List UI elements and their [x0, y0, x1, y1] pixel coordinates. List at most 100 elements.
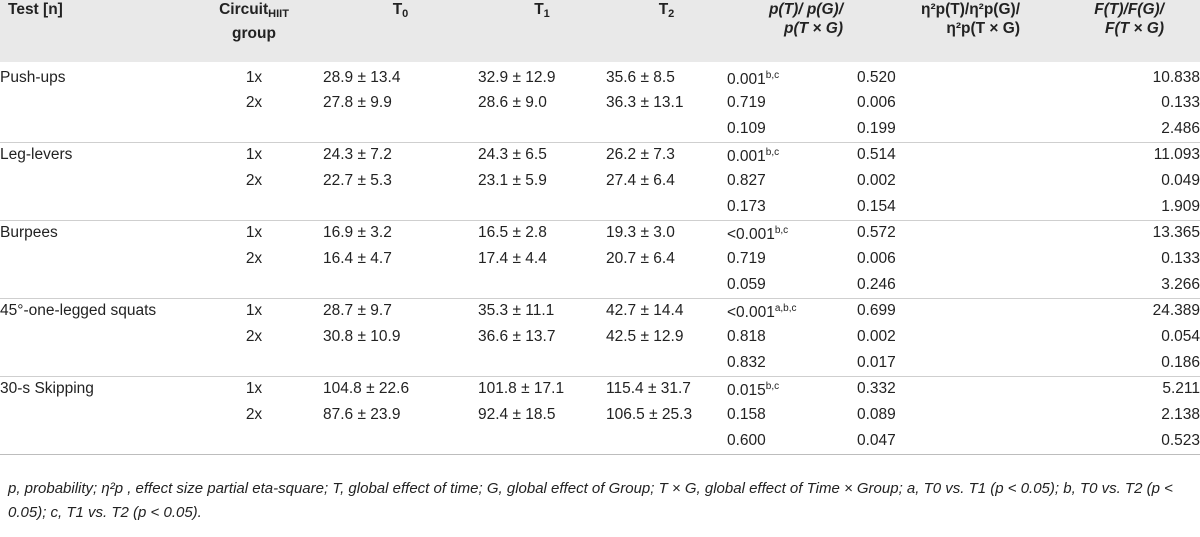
cell-t2: 20.7 ± 6.4 — [606, 250, 675, 267]
p-value-text: 0.015 — [727, 382, 766, 400]
cell-p-value: <0.001a,b,c — [727, 298, 857, 324]
cell-f-value: 0.133 — [1161, 250, 1200, 267]
p-value-text: 0.827 — [727, 172, 766, 189]
cell-circuit-group: 1x — [245, 302, 263, 320]
cell-eta-squared: 0.006 — [857, 250, 896, 267]
cell-circuit-group — [185, 272, 323, 299]
cell-circuit-group: 1x — [245, 146, 263, 164]
p-value-text: 0.109 — [727, 119, 766, 137]
cell-t1 — [478, 350, 606, 377]
table-row: 0.832 0.017 0.186 — [0, 350, 1200, 377]
cell-test-name — [0, 246, 185, 272]
cell-circuit-group: 2x — [245, 250, 263, 267]
cell-circuit-group: 2x — [245, 406, 263, 423]
cell-t2: 26.2 ± 7.3 — [606, 146, 675, 164]
cell-eta-squared: 0.199 — [857, 116, 1034, 143]
cell-p-value: 0.173 — [727, 194, 857, 221]
cell-eta-squared: 0.002 — [857, 172, 896, 189]
header-test: Test [n] — [8, 1, 63, 18]
cell-t2 — [606, 272, 727, 299]
header-t1: T1 — [534, 1, 550, 20]
cell-f-value: 0.049 — [1161, 172, 1200, 189]
cell-t1: 23.1 ± 5.9 — [478, 172, 547, 189]
cell-t2 — [606, 116, 727, 143]
header-circuit-group: CircuitHIIT group — [219, 1, 289, 42]
cell-circuit-group: 2x — [245, 172, 263, 189]
table-row: 0.600 0.047 0.523 — [0, 428, 1200, 455]
table-row: 2x 22.7 ± 5.3 23.1 ± 5.9 27.4 ± 6.4 0.827 0.0… — [0, 168, 1200, 194]
cell-test-name: Leg-levers — [0, 146, 73, 164]
cell-t1: 17.4 ± 4.4 — [478, 250, 547, 267]
cell-circuit-group: 1x — [245, 224, 263, 242]
cell-test-name — [0, 90, 185, 116]
cell-t1: 28.6 ± 9.0 — [478, 94, 547, 111]
results-table: Test [n] CircuitHIIT group T0 T1 T2 p(T)… — [0, 0, 1200, 455]
cell-t1: 35.3 ± 11.1 — [478, 302, 555, 320]
cell-f-value: 2.138 — [1161, 406, 1200, 423]
cell-t0 — [323, 428, 478, 455]
table-body: Push-ups 1x 28.9 ± 13.4 32.9 ± 12.9 35.6 ± 8… — [0, 62, 1200, 455]
cell-p-value: 0.109 — [727, 116, 857, 143]
p-value-text: 0.001 — [727, 148, 766, 166]
cell-p-value: <0.001b,c — [727, 220, 857, 246]
cell-eta-squared: 0.047 — [857, 428, 1034, 455]
cell-p-value: 0.719 — [727, 246, 857, 272]
cell-test-name — [0, 324, 185, 350]
cell-eta-squared: 0.246 — [857, 272, 1034, 299]
p-value-text: <0.001 — [727, 304, 775, 322]
p-value-text: 0.719 — [727, 250, 766, 267]
table-row: Leg-levers 1x 24.3 ± 7.2 24.3 ± 6.5 26.2 ± 7… — [0, 142, 1200, 168]
cell-eta-squared: 0.006 — [857, 94, 896, 111]
cell-t1: 36.6 ± 13.7 — [478, 328, 556, 345]
cell-f-value: 24.389 — [1152, 302, 1200, 320]
cell-circuit-group: 1x — [245, 69, 263, 86]
cell-p-value: 0.719 — [727, 90, 857, 116]
cell-p-value: 0.001b,c — [727, 142, 857, 168]
cell-p-value: 0.832 — [727, 350, 857, 377]
table-row: 0.059 0.246 3.266 — [0, 272, 1200, 299]
cell-t1 — [478, 194, 606, 221]
header-f-values: F(T)/F(G)/ F(T × G) — [1094, 1, 1164, 37]
cell-circuit-group — [185, 116, 323, 143]
table-row: 30-s Skipping 1x 104.8 ± 22.6 101.8 ± 17.1 1… — [0, 376, 1200, 402]
cell-p-value: 0.818 — [727, 324, 857, 350]
cell-t2: 42.5 ± 12.9 — [606, 328, 684, 345]
cell-eta-squared: 0.154 — [857, 194, 1034, 221]
cell-t1: 101.8 ± 17.1 — [478, 380, 565, 398]
cell-f-value: 13.365 — [1152, 224, 1200, 242]
cell-t1 — [478, 272, 606, 299]
p-value-significance-marker: a,b,c — [774, 303, 797, 315]
cell-f-value: 10.838 — [1152, 69, 1200, 86]
cell-p-value: 0.827 — [727, 168, 857, 194]
cell-t1 — [478, 116, 606, 143]
cell-test-name: Push-ups — [0, 69, 66, 86]
cell-t0 — [323, 116, 478, 143]
header-eta-squared: η²p(T)/η²p(G)/ η²p(T × G) — [921, 1, 1020, 37]
cell-f-value: 11.093 — [1153, 146, 1200, 164]
table-row: 0.173 0.154 1.909 — [0, 194, 1200, 221]
header-p-values: p(T)/ p(G)/ p(T × G) — [768, 1, 843, 37]
cell-p-value: 0.015b,c — [727, 376, 857, 402]
cell-f-value: 0.133 — [1161, 94, 1200, 111]
cell-t0 — [323, 350, 478, 377]
cell-test-name — [0, 116, 185, 143]
cell-t2: 36.3 ± 13.1 — [606, 94, 684, 111]
cell-eta-squared: 0.514 — [857, 146, 896, 164]
cell-test-name — [0, 402, 185, 428]
cell-t2 — [606, 194, 727, 221]
cell-f-value: 1.909 — [1034, 194, 1200, 221]
cell-t0: 104.8 ± 22.6 — [323, 380, 410, 398]
header-t2: T2 — [658, 1, 675, 20]
cell-eta-squared: 0.572 — [857, 224, 896, 242]
p-value-text: 0.158 — [727, 406, 766, 423]
p-value-significance-marker: b,c — [765, 147, 780, 159]
cell-t0: 28.9 ± 13.4 — [323, 69, 401, 86]
cell-t1 — [478, 428, 606, 455]
cell-eta-squared: 0.520 — [857, 69, 896, 86]
cell-t0: 16.9 ± 3.2 — [323, 224, 392, 242]
cell-eta-squared: 0.017 — [857, 350, 1034, 377]
table-row: Burpees 1x 16.9 ± 3.2 16.5 ± 2.8 19.3 ± 3.0 <… — [0, 220, 1200, 246]
cell-t0 — [323, 272, 478, 299]
cell-t2: 35.6 ± 8.5 — [606, 69, 675, 86]
